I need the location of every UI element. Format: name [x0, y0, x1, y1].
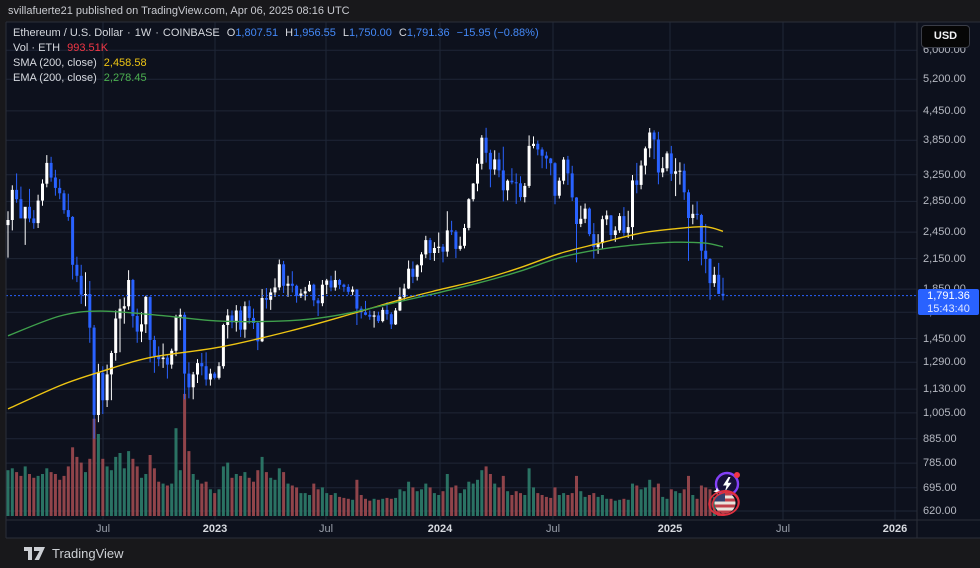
time-tick-label: Jul — [318, 523, 334, 535]
open-value: 1,807.51 — [235, 27, 279, 39]
ema-line[interactable] — [7, 241, 724, 337]
price-tick-label: 885.00 — [923, 433, 957, 445]
price-tick-label: 785.00 — [923, 457, 957, 469]
sma-label[interactable]: SMA (200, close) — [13, 57, 97, 69]
low-value: 1,750.00 — [349, 27, 392, 39]
low-label: L — [342, 27, 350, 39]
symbol-title[interactable]: Ethereum / U.S. Dollar — [13, 27, 124, 39]
panel-borders — [5, 21, 980, 539]
lightning-sticker-icon[interactable] — [712, 469, 742, 499]
bar-countdown: 15:43:40 — [927, 303, 970, 315]
time-tick-label: Jul — [95, 523, 111, 535]
timeframe-label[interactable]: 1W — [134, 27, 152, 39]
price-tick-label: 5,200.00 — [923, 73, 966, 85]
volume-legend-row[interactable]: Vol · ETH 993.51K — [13, 42, 108, 54]
sma-line[interactable] — [7, 225, 724, 410]
high-label: H — [285, 27, 294, 39]
brand-name: TradingView — [52, 545, 124, 561]
time-tick-label: 2023 — [202, 523, 228, 535]
tradingview-logo-icon — [24, 546, 45, 560]
high-value: 1,956.55 — [293, 27, 336, 39]
price-tick-label: 1,290.00 — [923, 356, 966, 368]
close-label: C — [398, 27, 407, 39]
price-tick-label: 1,005.00 — [923, 407, 966, 419]
price-tick-label: 2,850.00 — [923, 195, 966, 207]
publish-info-bar: svillafuerte21 published on TradingView.… — [8, 5, 350, 17]
time-tick-label: Jul — [545, 523, 561, 535]
close-value: 1,791.36 — [406, 27, 450, 39]
us-flag-circled-sticker-icon[interactable] — [703, 487, 745, 519]
footer-branding[interactable]: TradingView — [24, 545, 124, 561]
time-tick-label: 2025 — [657, 523, 683, 535]
price-tick-label: 4,450.00 — [923, 105, 966, 117]
price-tick-label: 2,150.00 — [923, 253, 966, 265]
time-axis[interactable]: Jul 2023 Jul 2024 Jul 2025 Jul 2026 — [6, 520, 980, 538]
chart-background — [6, 22, 980, 538]
candles[interactable] — [6, 127, 725, 439]
price-tick-label: 1,130.00 — [923, 383, 966, 395]
separator-dot: · — [127, 27, 131, 39]
open-label: O — [226, 27, 236, 39]
price-tick-label: 695.00 — [923, 482, 957, 494]
price-tick-label: 3,850.00 — [923, 134, 966, 146]
symbol-legend-row[interactable]: Ethereum / U.S. Dollar · 1W · COINBASE O1,807… — [13, 27, 539, 39]
volume-value: 993.51K — [67, 42, 109, 54]
time-tick-label: 2026 — [882, 523, 908, 535]
price-tick-label: 2,450.00 — [923, 226, 966, 238]
price-tick-label: 3,250.00 — [923, 169, 966, 181]
separator-dot: · — [155, 27, 159, 39]
volume-bars — [6, 393, 725, 516]
currency-toggle-button[interactable]: USD — [921, 25, 970, 48]
price-tick-label: 620.00 — [923, 505, 957, 517]
last-price-value: 1,791.36 — [927, 290, 970, 302]
time-tick-label: Jul — [775, 523, 791, 535]
exchange-label[interactable]: COINBASE — [162, 27, 220, 39]
ema-label[interactable]: EMA (200, close) — [13, 72, 97, 84]
ema-value: 2,278.45 — [103, 72, 147, 84]
sma-legend-row[interactable]: SMA (200, close) 2,458.58 — [13, 57, 147, 69]
last-price-badge[interactable]: 1,791.36 15:43:40 — [918, 289, 979, 315]
grid-lines — [6, 22, 917, 520]
time-tick-label: 2024 — [427, 523, 453, 535]
change-value: −15.95 (−0.88%) — [456, 27, 539, 39]
sma-value: 2,458.58 — [103, 57, 147, 69]
price-tick-label: 1,450.00 — [923, 333, 966, 345]
ema-legend-row[interactable]: EMA (200, close) 2,278.45 — [13, 72, 147, 84]
price-axis[interactable]: 6,000.00 5,200.00 4,450.00 3,850.00 3,250.00… — [917, 22, 980, 520]
volume-label[interactable]: Vol · ETH — [13, 42, 61, 54]
